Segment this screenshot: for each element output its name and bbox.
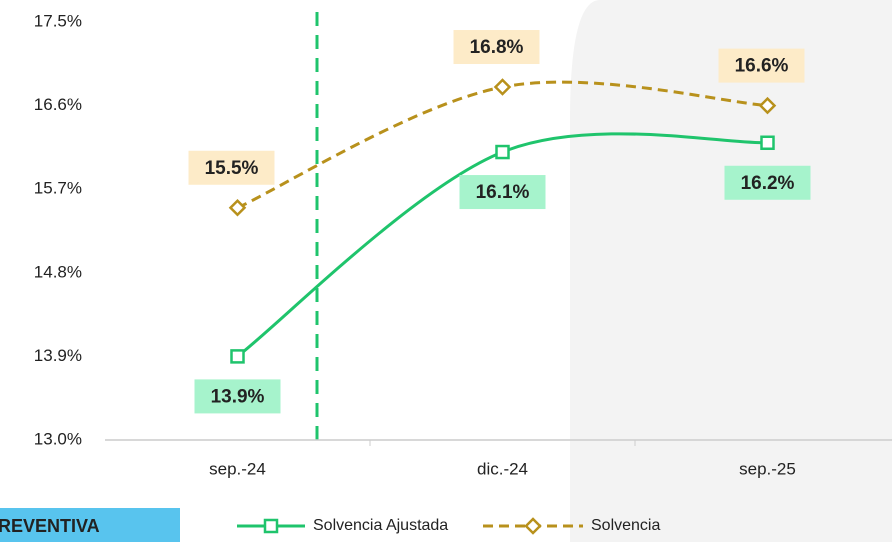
x-tick-label: sep.-24 [209, 459, 266, 478]
marker [263, 518, 279, 534]
marker [493, 78, 512, 96]
value-label: 16.2% [741, 173, 795, 194]
value-label: 16.6% [735, 56, 789, 77]
marker [758, 96, 777, 115]
y-tick-label: 16.6% [34, 95, 82, 114]
x-tick-label: dic.-24 [477, 459, 528, 478]
banner-text: REVENTIVA [0, 516, 100, 536]
value-label-bg [718, 48, 805, 83]
value-label-bg [188, 150, 275, 185]
y-tick-label: 17.5% [34, 11, 82, 30]
marker [524, 517, 542, 535]
legend-label: Solvencia Ajustada [313, 517, 448, 534]
y-tick-label: 14.8% [34, 262, 82, 281]
x-tick-label: sep.-25 [739, 459, 796, 478]
y-tick-label: 13.0% [34, 429, 82, 448]
value-label: 13.9% [211, 386, 265, 407]
value-label: 16.1% [476, 182, 530, 203]
value-label: 15.5% [205, 158, 259, 179]
value-label-bg [724, 165, 811, 200]
value-label-bg [459, 175, 546, 210]
marker [495, 144, 510, 160]
marker [228, 199, 247, 217]
y-tick-label: 13.9% [34, 346, 82, 365]
banner-box [0, 508, 180, 542]
marker [230, 349, 245, 364]
value-label: 16.8% [470, 37, 524, 58]
value-label-bg [194, 379, 281, 414]
marker [760, 135, 775, 151]
legend-label: Solvencia [591, 517, 660, 534]
y-tick-label: 15.7% [34, 179, 82, 198]
value-label-bg [453, 30, 540, 65]
